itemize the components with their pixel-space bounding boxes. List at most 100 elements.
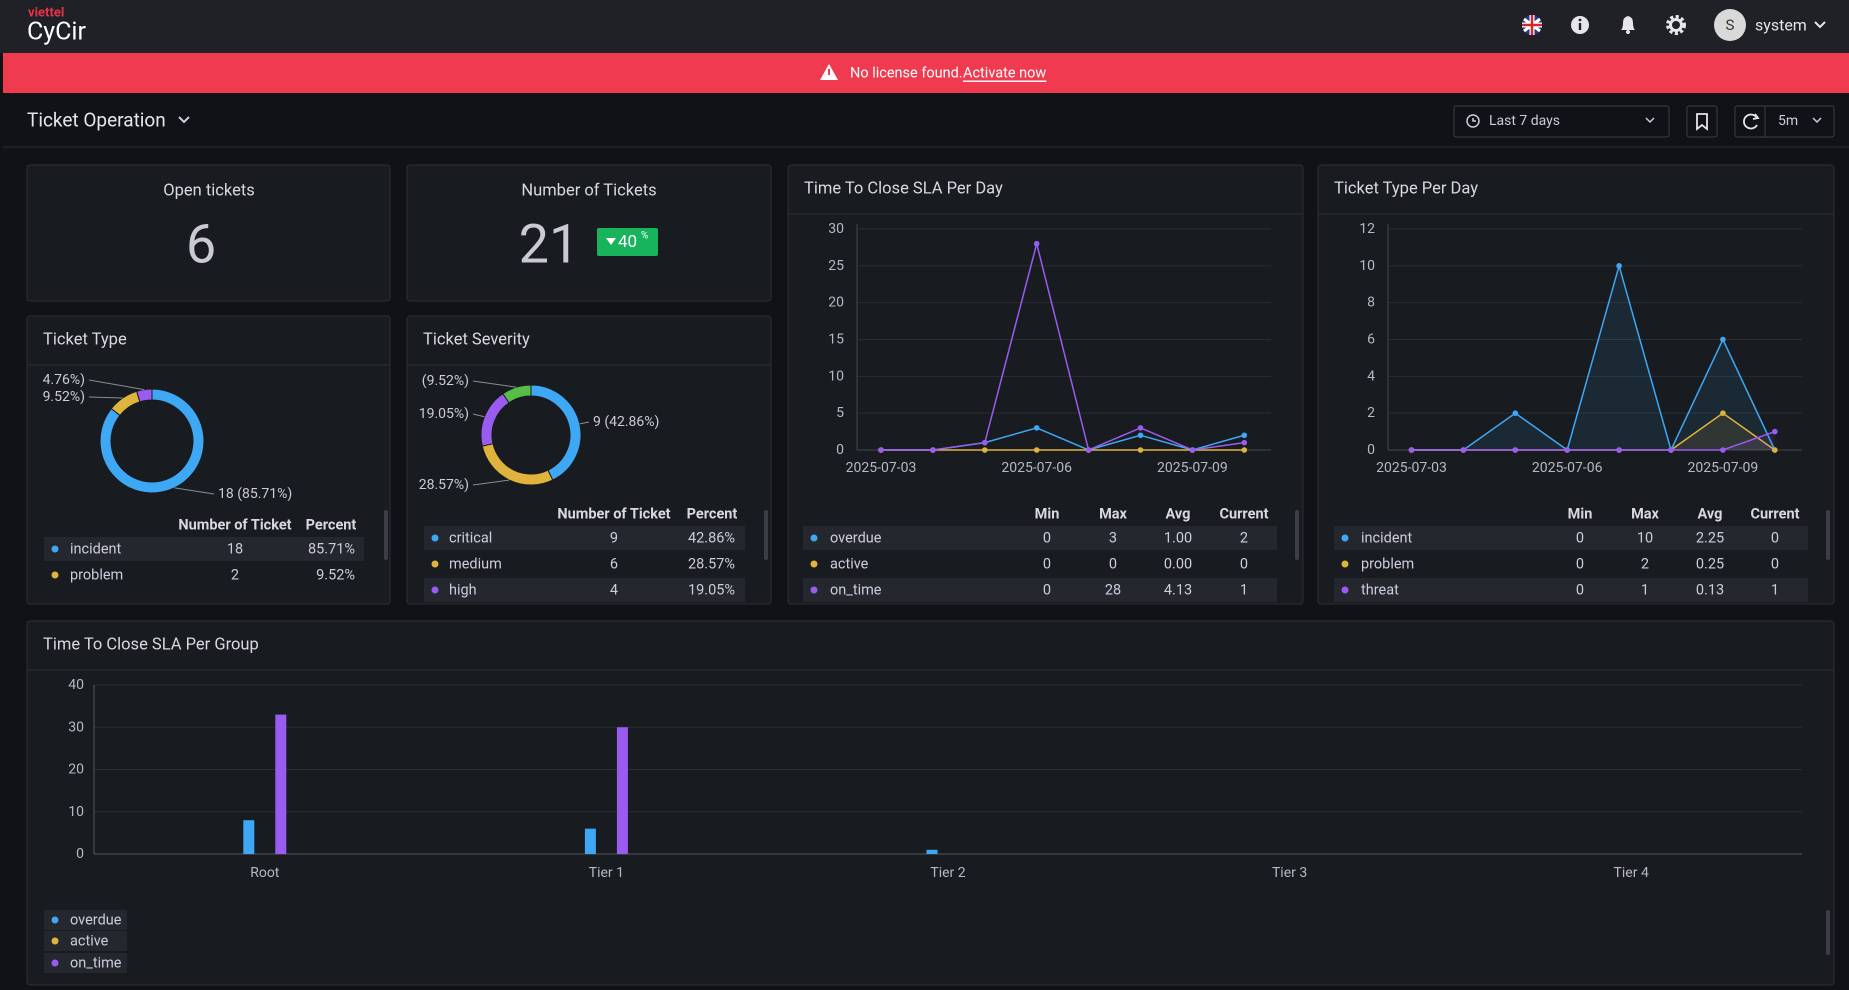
x-tick-label: Root [250, 865, 280, 881]
legend-stat: 0 [1576, 530, 1584, 547]
avatar[interactable] [1714, 9, 1746, 41]
legend-name: active [70, 933, 109, 950]
dashboard-title[interactable]: Ticket Operation [27, 109, 166, 132]
clock-hands [1472, 118, 1476, 122]
legend-dot [431, 586, 439, 594]
legend-percent: 19.05% [688, 582, 735, 599]
settings-icon[interactable] [1666, 15, 1686, 35]
legend-stat: 1.00 [1164, 530, 1192, 547]
refresh-icon[interactable] [1743, 113, 1758, 130]
panel [1317, 164, 1835, 605]
y-tick-label: 12 [1359, 221, 1375, 237]
legend-stat: 0 [1240, 556, 1248, 573]
point [1137, 432, 1144, 439]
legend-dot [810, 534, 818, 542]
dashboard-chevron[interactable] [178, 116, 190, 124]
legend-header: Avg [1698, 506, 1723, 523]
legend-dot [51, 916, 59, 924]
slice-label: 9 (42.86%) [593, 414, 659, 430]
legend-name: problem [70, 567, 123, 584]
language-flag[interactable] [1522, 15, 1542, 35]
change-unit: % [641, 231, 648, 242]
legend-stat: 0 [1043, 530, 1051, 547]
table-header: Number of Ticket [557, 506, 670, 523]
y-tick-label: 0 [1367, 442, 1375, 458]
legend-dot [51, 937, 59, 945]
info-icon[interactable] [1571, 16, 1589, 34]
stat-title: Number of Tickets [521, 182, 656, 201]
row-stripe [424, 578, 745, 602]
clock-icon [1466, 114, 1480, 128]
row-stripe [44, 537, 364, 561]
legend-dot [51, 545, 59, 553]
legend-name: threat [1361, 582, 1399, 599]
y-tick-label: 30 [68, 719, 84, 735]
row-stripe [424, 526, 745, 550]
avatar-initial: S [1726, 16, 1735, 34]
point [1460, 447, 1467, 453]
legend-stat: 0.00 [1164, 556, 1192, 573]
legend-item [44, 931, 127, 951]
legend-dot [431, 560, 439, 568]
time-chevron[interactable] [1645, 117, 1655, 124]
bell-icon[interactable] [1621, 16, 1635, 34]
change-value: 40 [618, 232, 637, 252]
legend-stat: 2.25 [1696, 530, 1724, 547]
legend-count: 9 [610, 530, 618, 547]
leader-line [472, 479, 510, 486]
legend-stat: 2 [1240, 530, 1248, 547]
refresh-picker[interactable] [1734, 105, 1835, 138]
legend-name: problem [1361, 556, 1414, 573]
legend-name: on_time [70, 955, 122, 972]
y-tick-label: 25 [828, 258, 844, 274]
legend-dot [810, 560, 818, 568]
time-picker[interactable] [1453, 105, 1670, 138]
legend-header: Current [1751, 506, 1800, 523]
legend-percent: 42.86% [688, 530, 735, 547]
x-tick-label: 2025-07-03 [1376, 460, 1447, 476]
panel-title: Time To Close SLA Per Day [804, 180, 1003, 199]
legend-name: overdue [70, 912, 122, 929]
legend-dot [1341, 534, 1349, 542]
leader-line [579, 421, 590, 425]
brand[interactable]: CyCir [27, 18, 86, 47]
legend-stat: 0 [1043, 556, 1051, 573]
time-range[interactable]: Last 7 days [1489, 113, 1560, 129]
bookmark-button[interactable] [1686, 105, 1718, 138]
refresh-interval[interactable]: 5m [1778, 113, 1798, 129]
brand-top: viettel [28, 6, 64, 21]
point [1668, 447, 1674, 453]
y-tick-label: 4 [1367, 368, 1375, 384]
slice-label: 19.05%) [419, 406, 469, 422]
point [1564, 447, 1570, 453]
change-badge [597, 228, 658, 256]
x-tick-label: 2025-07-09 [1688, 460, 1759, 476]
y-tick-label: 20 [68, 762, 84, 778]
point [1137, 425, 1144, 431]
legend-name: medium [449, 556, 502, 573]
refresh-chevron[interactable] [1812, 117, 1822, 124]
y-tick-label: 2 [1367, 405, 1375, 421]
point [1772, 447, 1778, 453]
y-tick-label: 6 [1367, 332, 1375, 348]
user-chevron[interactable] [1814, 21, 1826, 29]
license-banner [3, 53, 1849, 93]
refresh-arrow [1752, 113, 1760, 120]
stat-title: Open tickets [163, 182, 254, 201]
legend-stat: 0 [1576, 582, 1584, 599]
legend-header: Min [1035, 506, 1060, 523]
banner-message: No license found. [850, 65, 963, 82]
legend-stat: 3 [1109, 530, 1117, 547]
pie-slice [502, 384, 532, 404]
bar [926, 849, 938, 854]
user-name[interactable]: system [1755, 16, 1807, 35]
point [1033, 425, 1040, 431]
leader-line [472, 413, 485, 418]
table-header: Number of Ticket [178, 517, 291, 534]
point [1408, 447, 1415, 453]
stat-value: 6 [186, 214, 216, 277]
y-tick-label: 15 [828, 332, 844, 348]
banner-link[interactable]: Activate now [963, 65, 1046, 82]
table-header: Percent [306, 517, 357, 534]
